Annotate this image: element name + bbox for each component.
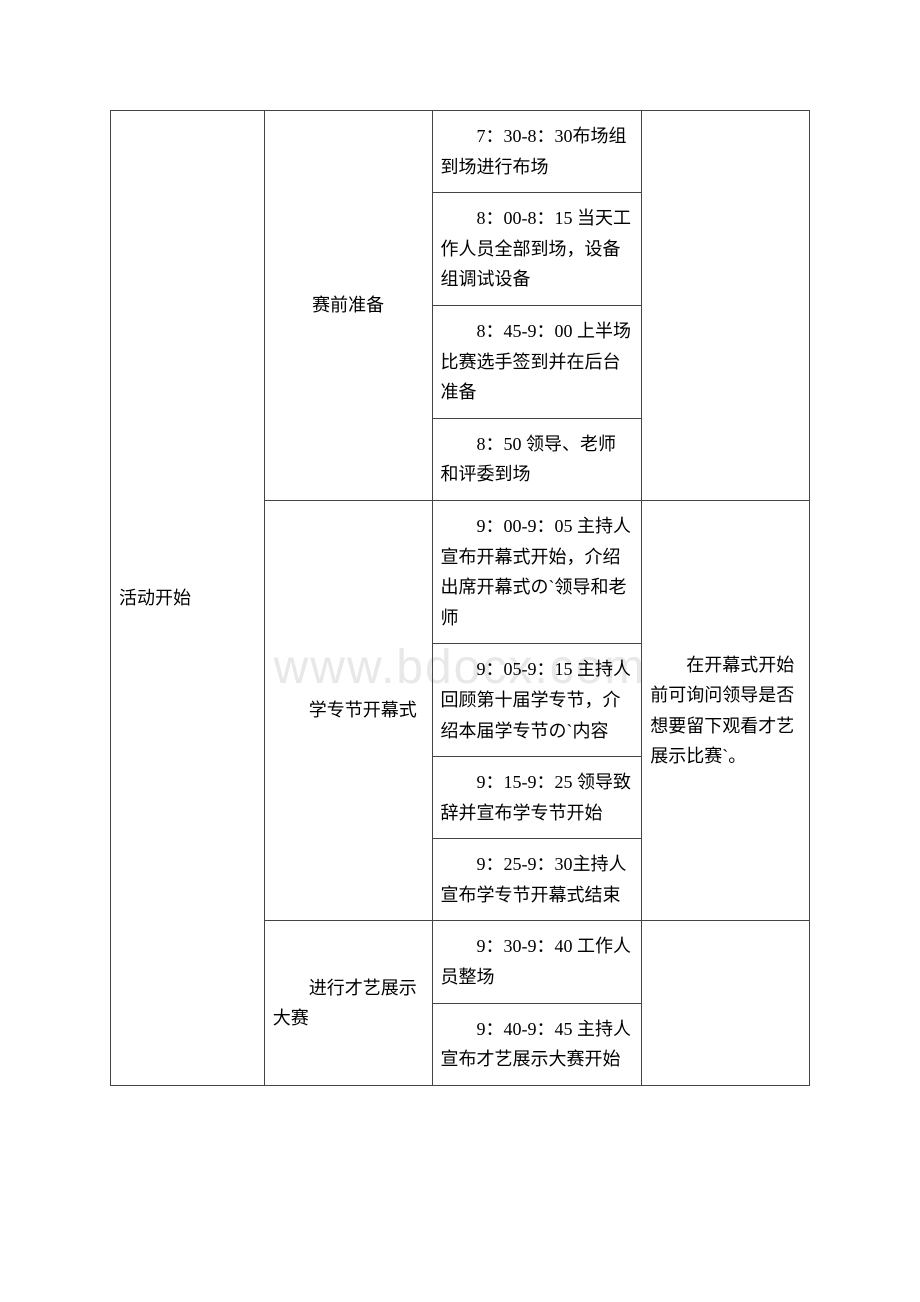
detail-cell: 8：00-8：15 当天工作人员全部到场，设备组调试设备	[432, 193, 642, 306]
detail-cell: 8：45-9：00 上半场比赛选手签到并在后台准备	[432, 305, 642, 418]
table-row: 活动开始 赛前准备 7：30-8：30布场组到场进行布场	[111, 111, 810, 193]
sub-phase-cell: 学专节开幕式	[264, 500, 432, 921]
note-cell	[642, 921, 810, 1085]
detail-cell: 7：30-8：30布场组到场进行布场	[432, 111, 642, 193]
detail-cell: 8：50 领导、老师和评委到场	[432, 418, 642, 500]
detail-cell: 9：25-9：30主持人宣布学专节开幕式结束	[432, 839, 642, 921]
main-phase-cell: 活动开始	[111, 111, 265, 1086]
page-container: 活动开始 赛前准备 7：30-8：30布场组到场进行布场 8：00-8：15 当…	[0, 0, 920, 1086]
detail-cell: 9：15-9：25 领导致辞并宣布学专节开始	[432, 757, 642, 839]
sub-phase-cell: 进行才艺展示大赛	[264, 921, 432, 1085]
note-cell: 在开幕式开始前可询问领导是否想要留下观看才艺展示比赛`。	[642, 500, 810, 921]
detail-cell: 9：40-9：45 主持人宣布才艺展示大赛开始	[432, 1003, 642, 1085]
detail-cell: 9：30-9：40 工作人员整场	[432, 921, 642, 1003]
schedule-table: 活动开始 赛前准备 7：30-8：30布场组到场进行布场 8：00-8：15 当…	[110, 110, 810, 1086]
detail-cell: 9：00-9：05 主持人宣布开幕式开始，介绍出席开幕式の`领导和老师	[432, 500, 642, 643]
sub-phase-cell: 赛前准备	[264, 111, 432, 501]
detail-cell: 9：05-9：15 主持人回顾第十届学专节，介绍本届学专节の`内容	[432, 644, 642, 757]
note-cell	[642, 111, 810, 501]
